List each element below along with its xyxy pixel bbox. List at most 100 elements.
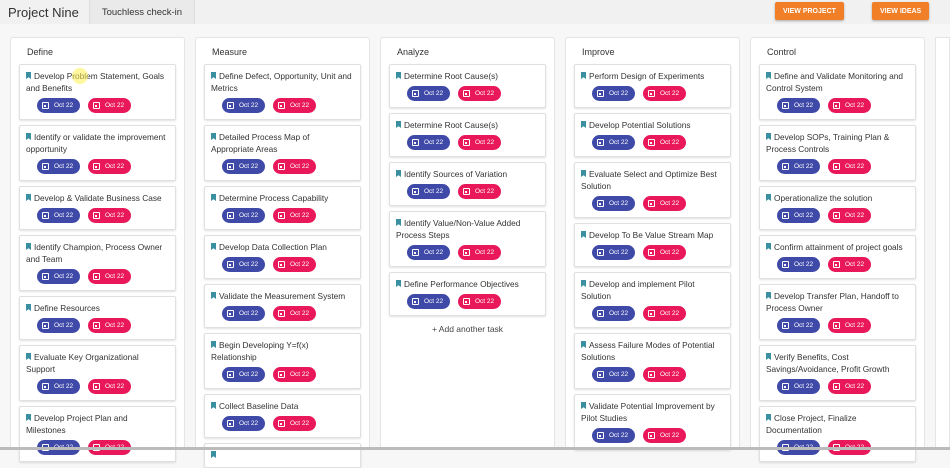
task-card[interactable]: Identify Champion, Process Owner and Tea…: [19, 235, 176, 291]
start-date-chip[interactable]: Oct 22: [777, 159, 820, 174]
due-date-chip[interactable]: Oct 22: [458, 86, 501, 101]
task-card[interactable]: Close Project, Finalize Documentation Oc…: [759, 406, 916, 462]
start-date-chip[interactable]: Oct 22: [592, 86, 635, 101]
start-date-chip[interactable]: Oct 22: [777, 257, 820, 272]
start-date-chip[interactable]: Oct 22: [222, 98, 265, 113]
due-date-chip[interactable]: Oct 22: [643, 306, 686, 321]
start-date-chip[interactable]: Oct 22: [777, 98, 820, 113]
due-date-chip[interactable]: Oct 22: [828, 257, 871, 272]
due-date-chip[interactable]: Oct 22: [88, 208, 131, 223]
start-date-chip[interactable]: Oct 22: [407, 245, 450, 260]
due-date-chip[interactable]: Oct 22: [828, 159, 871, 174]
due-date-chip[interactable]: Oct 22: [828, 98, 871, 113]
start-date-chip[interactable]: Oct 22: [37, 159, 80, 174]
start-date-chip[interactable]: Oct 22: [222, 208, 265, 223]
task-card[interactable]: Determine Root Cause(s) Oct 22 Oct 22: [389, 113, 546, 157]
due-date-chip[interactable]: Oct 22: [643, 367, 686, 382]
due-date-chip[interactable]: Oct 22: [828, 318, 871, 333]
task-card[interactable]: Identify Sources of Variation Oct 22 Oct…: [389, 162, 546, 206]
task-card[interactable]: Determine Root Cause(s) Oct 22 Oct 22: [389, 64, 546, 108]
due-date-chip[interactable]: Oct 22: [273, 208, 316, 223]
task-card[interactable]: Develop Problem Statement, Goals and Ben…: [19, 64, 176, 120]
start-date-chip[interactable]: Oct 22: [37, 379, 80, 394]
due-date-chip[interactable]: Oct 22: [88, 269, 131, 284]
start-date-chip[interactable]: Oct 22: [407, 184, 450, 199]
start-date-chip[interactable]: Oct 22: [592, 306, 635, 321]
start-date-chip[interactable]: Oct 22: [37, 318, 80, 333]
due-date-chip[interactable]: Oct 22: [828, 208, 871, 223]
task-card[interactable]: Operationalize the solution Oct 22 Oct 2…: [759, 186, 916, 230]
start-date-chip[interactable]: Oct 22: [777, 208, 820, 223]
due-date-chip[interactable]: Oct 22: [458, 135, 501, 150]
task-card[interactable]: Confirm attainment of project goals Oct …: [759, 235, 916, 279]
add-task-button[interactable]: + Add another task: [431, 324, 504, 334]
task-card[interactable]: Develop & Validate Business Case Oct 22 …: [19, 186, 176, 230]
task-card[interactable]: Define Defect, Opportunity, Unit and Met…: [204, 64, 361, 120]
task-card[interactable]: Validate Potential Improvement by Pilot …: [574, 394, 731, 450]
task-card[interactable]: Define Performance Objectives Oct 22 Oct…: [389, 272, 546, 316]
start-date-chip[interactable]: Oct 22: [407, 135, 450, 150]
task-card[interactable]: Develop Potential Solutions Oct 22 Oct 2…: [574, 113, 731, 157]
task-card[interactable]: Identify Value/Non-Value Added Process S…: [389, 211, 546, 267]
view-project-button[interactable]: VIEW PROJECT: [775, 2, 844, 20]
due-date-chip[interactable]: Oct 22: [273, 367, 316, 382]
task-card[interactable]: Assess Failure Modes of Potential Soluti…: [574, 333, 731, 389]
task-card[interactable]: Evaluate Select and Optimize Best Soluti…: [574, 162, 731, 218]
due-date-chip[interactable]: Oct 22: [273, 159, 316, 174]
due-date-chip[interactable]: Oct 22: [458, 184, 501, 199]
start-date-chip[interactable]: Oct 22: [777, 318, 820, 333]
task-card[interactable]: Identify or validate the improvement opp…: [19, 125, 176, 181]
task-card[interactable]: Develop Project Plan and Milestones Oct …: [19, 406, 176, 462]
task-card[interactable]: Define Resources Oct 22 Oct 22: [19, 296, 176, 340]
start-date-chip[interactable]: Oct 22: [222, 306, 265, 321]
due-date-chip[interactable]: Oct 22: [88, 159, 131, 174]
task-card[interactable]: Detailed Process Map of Appropriate Area…: [204, 125, 361, 181]
task-card[interactable]: Develop Data Collection Plan Oct 22 Oct …: [204, 235, 361, 279]
task-card[interactable]: Verify Benefits, Cost Savings/Avoidance,…: [759, 345, 916, 401]
due-date-chip[interactable]: Oct 22: [88, 318, 131, 333]
scrollbar-horizontal[interactable]: [0, 447, 950, 450]
task-card[interactable]: Develop SOPs, Training Plan & Process Co…: [759, 125, 916, 181]
start-date-chip[interactable]: Oct 22: [592, 245, 635, 260]
due-date-chip[interactable]: Oct 22: [273, 98, 316, 113]
task-card[interactable]: Evaluate Key Organizational Support Oct …: [19, 345, 176, 401]
start-date-chip[interactable]: Oct 22: [222, 159, 265, 174]
start-date-chip[interactable]: Oct 22: [407, 294, 450, 309]
due-date-chip[interactable]: Oct 22: [88, 379, 131, 394]
start-date-chip[interactable]: Oct 22: [592, 428, 635, 443]
task-card[interactable]: Validate the Measurement System Oct 22 O…: [204, 284, 361, 328]
due-date-chip[interactable]: Oct 22: [643, 86, 686, 101]
start-date-chip[interactable]: Oct 22: [407, 86, 450, 101]
task-card[interactable]: Determine Process Capability Oct 22 Oct …: [204, 186, 361, 230]
due-date-chip[interactable]: Oct 22: [643, 428, 686, 443]
due-date-chip[interactable]: Oct 22: [88, 98, 131, 113]
task-card[interactable]: Develop To Be Value Stream Map Oct 22 Oc…: [574, 223, 731, 267]
due-date-chip[interactable]: Oct 22: [273, 416, 316, 431]
task-card[interactable]: Begin Developing Y=f(x) Relationship Oct…: [204, 333, 361, 389]
due-date-chip[interactable]: Oct 22: [643, 196, 686, 211]
due-date-chip[interactable]: Oct 22: [828, 379, 871, 394]
view-ideas-button[interactable]: VIEW IDEAS: [872, 2, 930, 20]
task-card[interactable]: Develop Transfer Plan, Handoff to Proces…: [759, 284, 916, 340]
due-date-chip[interactable]: Oct 22: [643, 135, 686, 150]
start-date-chip[interactable]: Oct 22: [222, 416, 265, 431]
due-date-chip[interactable]: Oct 22: [273, 306, 316, 321]
task-card[interactable]: Develop and implement Pilot Solution Oct…: [574, 272, 731, 328]
start-date-chip[interactable]: Oct 22: [222, 367, 265, 382]
start-date-chip[interactable]: Oct 22: [592, 367, 635, 382]
start-date-chip[interactable]: Oct 22: [592, 196, 635, 211]
start-date-chip[interactable]: Oct 22: [222, 257, 265, 272]
task-card[interactable]: Collect Baseline Data Oct 22 Oct 22: [204, 394, 361, 438]
task-card[interactable]: Perform Design of Experiments Oct 22 Oct…: [574, 64, 731, 108]
tab-touchless-check-in[interactable]: Touchless check-in: [89, 0, 196, 24]
due-date-chip[interactable]: Oct 22: [458, 245, 501, 260]
start-date-chip[interactable]: Oct 22: [37, 98, 80, 113]
start-date-chip[interactable]: Oct 22: [592, 135, 635, 150]
task-card[interactable]: Define and Validate Monitoring and Contr…: [759, 64, 916, 120]
start-date-chip[interactable]: Oct 22: [777, 379, 820, 394]
start-date-chip[interactable]: Oct 22: [37, 208, 80, 223]
due-date-chip[interactable]: Oct 22: [458, 294, 501, 309]
due-date-chip[interactable]: Oct 22: [643, 245, 686, 260]
due-date-chip[interactable]: Oct 22: [273, 257, 316, 272]
project-title[interactable]: Project Nine: [0, 0, 90, 24]
